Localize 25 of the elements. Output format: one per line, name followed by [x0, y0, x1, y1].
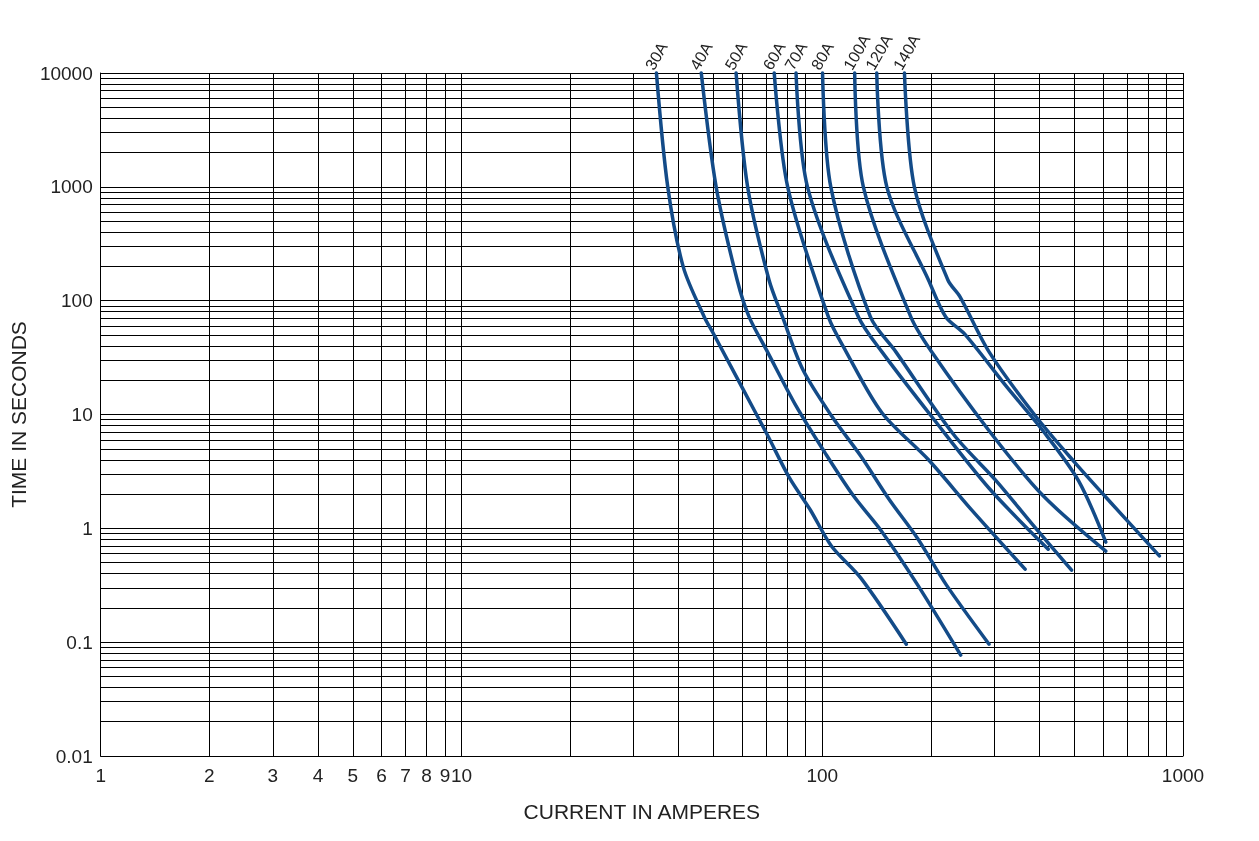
text: 30A	[641, 39, 671, 73]
y-tick-label: 0.01	[55, 745, 93, 767]
y-axis-title: TIME IN SECONDS	[7, 321, 30, 508]
y-tick-label: 10	[71, 404, 93, 425]
x-tick-label: 100	[806, 765, 839, 786]
y-tick-label: 100	[61, 290, 93, 312]
x-tick-label: 10	[450, 765, 473, 786]
x-axis-title: CURRENT IN AMPERES	[523, 800, 761, 823]
text: 40A	[686, 39, 716, 73]
x-tick-label: 2	[204, 765, 215, 786]
y-tick-label: 10000	[39, 62, 93, 84]
x-tick-label: 7	[400, 765, 411, 786]
x-tick-label: 8	[421, 765, 432, 786]
text: 80A	[808, 39, 838, 73]
y-tick-label: 0.1	[66, 631, 93, 653]
y-tick-label: 1000	[50, 176, 93, 198]
text: 50A	[721, 39, 751, 73]
x-tick-label: 9	[439, 765, 451, 786]
x-tick-label: 1000	[1161, 765, 1205, 786]
x-tick-label: 3	[267, 765, 279, 786]
x-tick-label: 5	[347, 765, 359, 786]
y-tick-label: 1	[82, 517, 93, 539]
x-tick-label: 4	[312, 765, 324, 786]
x-tick-label: 1	[95, 765, 107, 786]
x-tick-label: 6	[376, 765, 387, 786]
